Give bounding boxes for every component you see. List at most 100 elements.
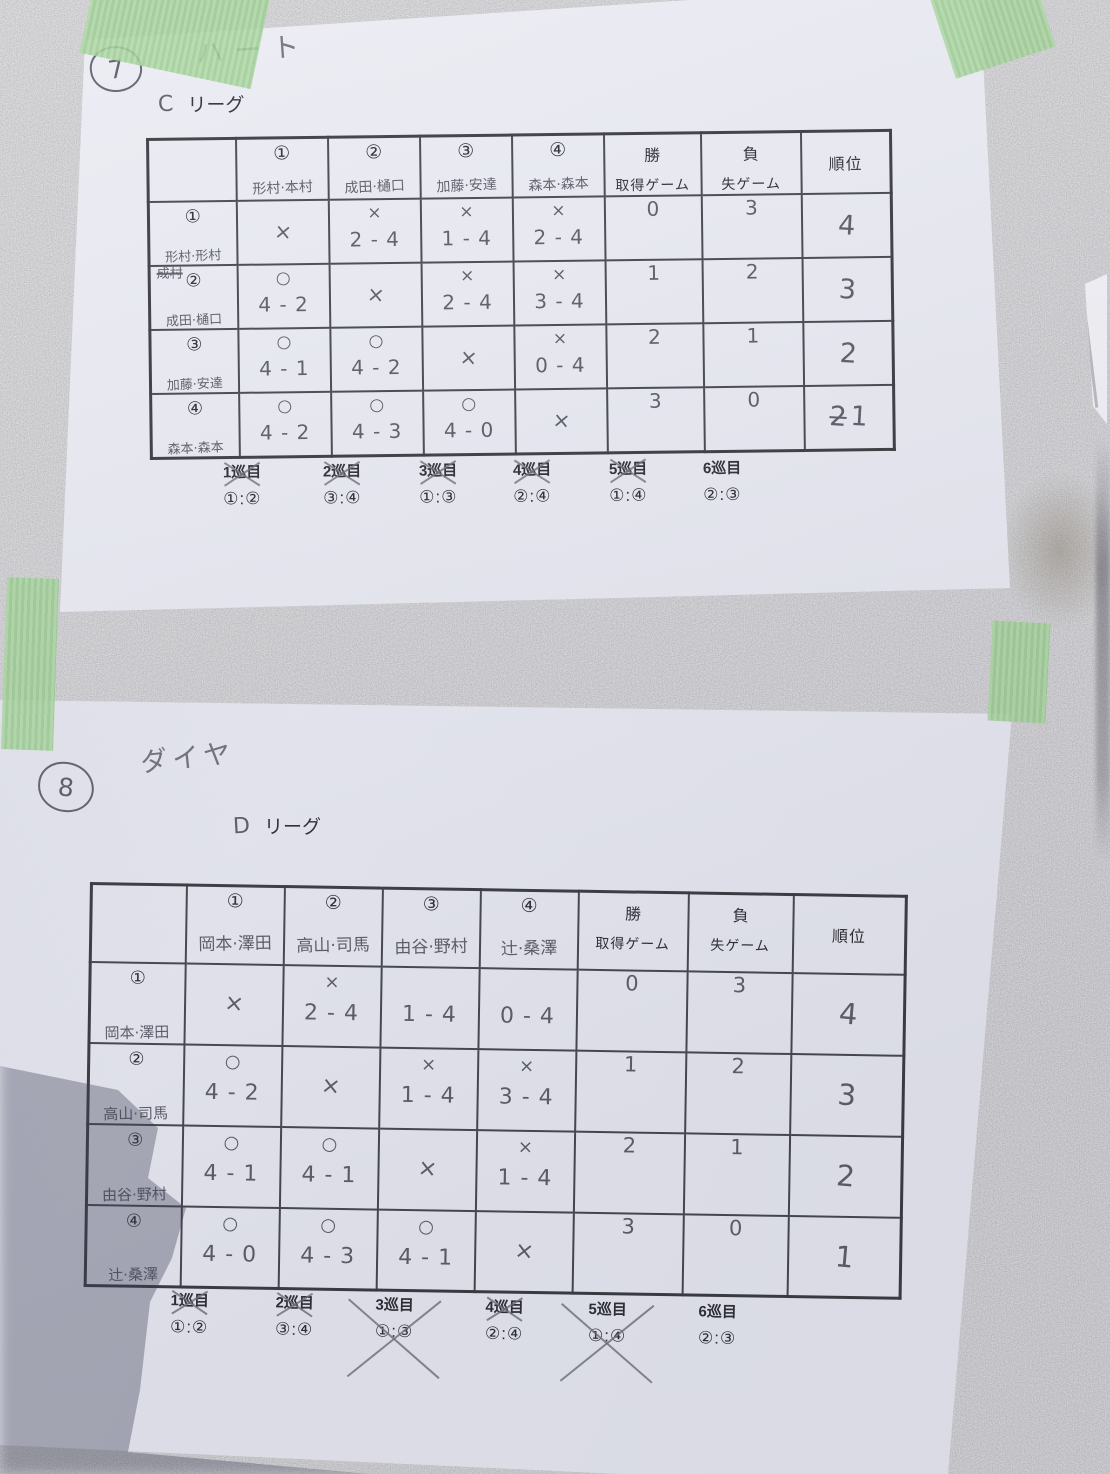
self-mark: × xyxy=(551,407,571,433)
wins-value: 2 xyxy=(622,1132,637,1158)
wins-value: 3 xyxy=(621,1213,636,1239)
result-score: 4 - 1 xyxy=(301,1161,357,1188)
player-header-cell: ④ 辻·桑澤 xyxy=(479,889,579,970)
self-cell: × xyxy=(280,1045,380,1129)
rank-value: 2 xyxy=(838,337,858,370)
right-edge-shadow xyxy=(1096,440,1110,860)
cross-out-mark xyxy=(168,1287,211,1316)
player-header-cell: ③ 由谷·野村 xyxy=(381,888,481,968)
wins-value: 0 xyxy=(625,970,639,996)
losses-cell: 3 xyxy=(701,193,803,260)
self-mark: × xyxy=(272,219,293,245)
wins-header-cell: 勝取得ゲーム xyxy=(603,132,702,197)
self-cell: × xyxy=(183,963,284,1046)
result-cell: ○ 4 - 2 xyxy=(237,263,330,329)
cross-out-mark xyxy=(321,458,363,486)
corner-cell xyxy=(147,138,237,202)
losses-label: 負 xyxy=(742,146,759,164)
losses-header-cell: 負失ゲーム xyxy=(687,892,794,973)
self-mark: × xyxy=(512,1237,535,1266)
wins-cell: 0 xyxy=(575,969,688,1052)
player-label-cell: ① 形村·形村 成村 xyxy=(148,200,238,282)
rank-value: 4 xyxy=(836,209,856,242)
losses-value: 2 xyxy=(731,1053,746,1078)
losses-cell: 2 xyxy=(702,257,803,324)
result-cell: ○ 4 - 1 xyxy=(237,327,331,393)
rank-header-cell: 順位 xyxy=(800,130,892,194)
result-cell: × 0 - 4 xyxy=(513,324,607,390)
pair-name: 岡本·澤田 xyxy=(104,1022,170,1042)
league-table-d: ① 岡本·澤田 ② 高山·司馬 ③ 由谷·野村 ④ 辻·桑澤 勝取得ゲーム 負失ゲーム … xyxy=(83,882,908,1300)
result-score: 2 - 4 xyxy=(303,999,360,1026)
rank-header-cell: 順位 xyxy=(792,894,907,975)
league-title-d: D リーグ xyxy=(232,812,321,840)
result-cell: ○ 4 - 2 xyxy=(238,391,332,457)
result-mark xyxy=(382,972,478,974)
result-score: 4 - 3 xyxy=(299,1242,356,1269)
result-mark: × xyxy=(518,1055,535,1077)
cross-out-mark xyxy=(333,1285,455,1391)
wins-value: 1 xyxy=(647,260,661,285)
schedule-item: 3巡目 ①:③ xyxy=(398,459,478,508)
player-header-cell: ① 岡本·澤田 xyxy=(185,885,285,965)
result-cell: ○ 4 - 3 xyxy=(330,390,424,456)
result-score: 4 - 2 xyxy=(350,354,402,380)
pair-name: 由谷·野村 xyxy=(393,936,468,959)
rank-cell: 4 xyxy=(790,972,906,1056)
table-row: ① 岡本·澤田 × × 2 - 4 1 - 4 0 - 4 0 3 4 xyxy=(88,961,906,1056)
pair-name: 加藤·安達 xyxy=(166,376,224,394)
pair-number: ① xyxy=(226,891,244,913)
pair-name: 岡本·澤田 xyxy=(197,933,272,955)
player-label-cell: ④ 森本·森本 xyxy=(150,392,240,458)
table-row: ① 形村·形村 成村 × × 2 - 4 × 1 - 4 × 2 - 4 0 3 4 xyxy=(148,192,893,282)
pair-number: ② xyxy=(324,892,342,914)
pair-number: ① xyxy=(184,206,201,227)
pair-name: 加藤·安達 xyxy=(435,176,497,196)
round-pair: ②:③ xyxy=(697,1328,737,1349)
pair-name: 成田·樋口 xyxy=(343,177,405,197)
result-mark: × xyxy=(459,202,474,223)
rank-value: 3 xyxy=(835,1077,858,1113)
result-cell: × 3 - 4 xyxy=(476,1048,576,1132)
table-row: ③ 加藤·安達 ○ 4 - 1 ○ 4 - 2 × × 0 - 4 2 1 2 xyxy=(149,320,894,394)
self-cell: × xyxy=(474,1210,574,1294)
rank-value-scratched: 2 xyxy=(828,401,848,434)
result-score: 4 - 0 xyxy=(202,1241,258,1268)
wins-value: 2 xyxy=(647,324,661,349)
player-header-cell: ② 高山·司馬 xyxy=(283,886,383,967)
rank-label: 順位 xyxy=(831,928,867,946)
cross-out-mark xyxy=(417,457,459,485)
cross-out-mark xyxy=(511,456,553,484)
result-score: 4 - 1 xyxy=(258,356,310,381)
schedule-item: 4巡目 ②:④ xyxy=(464,1295,545,1345)
result-cell: 0 - 4 xyxy=(477,967,578,1051)
rank-value: 1 xyxy=(850,401,869,434)
losses-value: 3 xyxy=(744,195,758,220)
result-mark: ○ xyxy=(223,1131,240,1153)
result-cell: ○ 4 - 2 xyxy=(182,1043,282,1127)
wins-cell: 1 xyxy=(574,1050,686,1133)
league-table-c: ① 形村·本村 ② 成田·樋口 ③ 加藤·安達 ④ 森本·森本 勝取得ゲーム 負失ゲーム… xyxy=(146,128,896,460)
result-mark: × xyxy=(459,265,475,287)
result-mark: ○ xyxy=(320,1214,337,1236)
wins-label: 勝 xyxy=(624,906,642,924)
losses-cell: 2 xyxy=(684,1051,791,1135)
round-schedule-c: 1巡目 ①:② 2巡目 ③:④ 3巡目 ①:③ 4巡目 ②:④ 5巡目 ①:④ 6巡目 ②:… xyxy=(150,457,770,520)
page-number-d-value: 8 xyxy=(56,771,76,803)
result-mark: ○ xyxy=(277,396,293,417)
granite-stain xyxy=(1000,470,1110,630)
losses-cell: 1 xyxy=(683,1132,790,1216)
rank-cell: 2 1 xyxy=(803,384,895,450)
tape-middle-left xyxy=(1,577,59,751)
self-cell: × xyxy=(236,199,330,265)
self-mark: × xyxy=(365,281,386,308)
losses-cell: 3 xyxy=(685,970,793,1054)
rank-cell: 2 xyxy=(788,1134,903,1218)
result-score: 3 - 4 xyxy=(534,288,585,314)
round-label: 6巡目 xyxy=(698,1303,737,1322)
result-score: 4 - 2 xyxy=(258,292,309,317)
player-header-cell: ① 形村·本村 xyxy=(235,137,329,201)
wins-value: 1 xyxy=(623,1051,638,1077)
table-row: ② 高山·司馬 ○ 4 - 2 × × 1 - 4 × 3 - 4 1 2 3 xyxy=(87,1042,904,1137)
